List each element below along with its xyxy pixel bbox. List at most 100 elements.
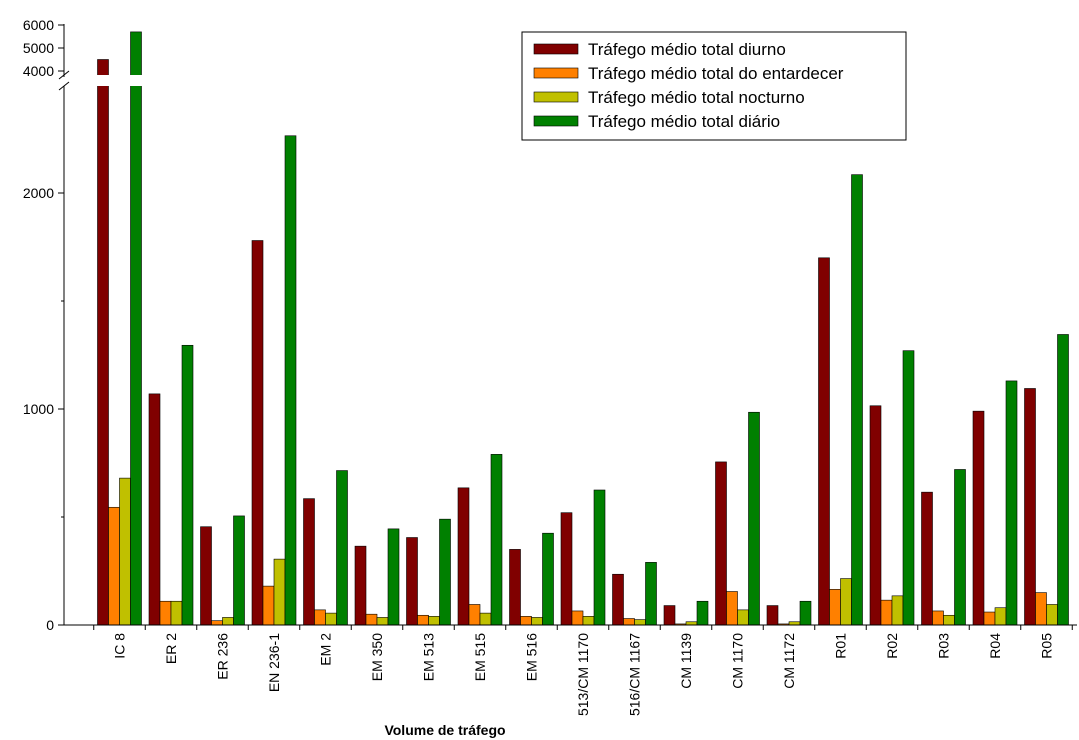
bar-er-236-series-0: [200, 526, 212, 626]
bar-er-236-series-3: [233, 515, 245, 626]
bar-em-515-series-3: [490, 454, 503, 626]
category-label: R01: [833, 633, 849, 659]
bar-cm-1139-series-0: [663, 605, 676, 626]
bar-er-2-series-2: [170, 600, 183, 626]
bar-cm-1172-series-3: [799, 600, 812, 626]
category-label: R02: [884, 633, 900, 659]
legend-swatch: [533, 67, 579, 79]
bar-en-236-1-series-1: [262, 585, 275, 626]
bar-r01-series-1: [829, 589, 841, 626]
y-tick-label: 6000: [23, 17, 54, 33]
legend: Tráfego médio total diurno Tráfego médio …: [521, 31, 907, 141]
bar-cm-1139-series-3: [696, 600, 709, 626]
legend-box: [521, 31, 907, 141]
bar-ic-8-series-1: [108, 506, 120, 626]
bar-em-515-series-1: [468, 604, 481, 626]
legend-label: Tráfego médio total do entardecer: [588, 64, 844, 83]
bars-group: [97, 31, 1069, 626]
bar-er-2-series-1: [159, 600, 172, 626]
bar-513-cm-1170-series-2: [582, 616, 595, 626]
bar-em-350-series-3: [387, 528, 400, 626]
legend-swatch: [533, 115, 579, 127]
bar-em-513-series-0: [406, 537, 418, 626]
category-label: CM 1139: [678, 633, 694, 689]
bar-em-350-series-1: [365, 613, 378, 626]
y-tick-label: 1000: [23, 401, 54, 417]
axis-break-slash: [58, 70, 70, 80]
category-label: CM 1172: [781, 633, 797, 689]
bar-r02-series-0: [869, 405, 882, 626]
bar-em-516-series-3: [542, 532, 554, 626]
bar-513-cm-1170-series-3: [593, 489, 606, 626]
bar-r03-series-1: [932, 610, 944, 626]
bar-r04-series-3: [1005, 380, 1018, 626]
x-axis-title: Volume de tráfego: [384, 722, 505, 738]
legend-label: Tráfego médio total nocturno: [588, 88, 805, 107]
category-label: EM 513: [421, 633, 437, 681]
bar-er-236-series-2: [222, 617, 234, 626]
bar-513-cm-1170-series-1: [571, 610, 584, 626]
bar-en-236-1-series-0: [251, 240, 264, 626]
bar-em-2-series-0: [303, 498, 315, 626]
bar-r01-series-3: [851, 174, 863, 626]
bar-r03-series-2: [943, 614, 955, 626]
bar-em-516-series-1: [520, 616, 532, 626]
bar-em-513-series-2: [428, 616, 440, 626]
bar-em-516-series-0: [509, 549, 521, 626]
category-label: 516/CM 1167: [627, 633, 643, 716]
bar-em-515-series-2: [479, 612, 492, 626]
y-tick-label: 2000: [23, 185, 54, 201]
bar-r02-series-1: [880, 599, 893, 626]
category-label: EM 516: [524, 633, 540, 681]
bar-cm-1170-series-3: [748, 411, 760, 626]
bar-516-cm-1167-series-1: [623, 618, 635, 626]
category-label: IC 8: [112, 633, 128, 659]
category-label: R05: [1039, 633, 1055, 659]
category-label: EM 350: [369, 633, 385, 681]
bar-em-2-series-1: [314, 609, 326, 626]
bar-em-350-series-0: [354, 545, 367, 626]
y-tick-label: 0: [46, 617, 54, 633]
bar-r02-series-3: [902, 350, 915, 626]
category-label: 513/CM 1170: [575, 633, 591, 716]
category-label: ER 2: [163, 633, 179, 664]
bar-er-2-series-0: [148, 393, 161, 626]
bar-cm-1170-series-0: [715, 461, 727, 626]
bar-en-236-1-series-2: [273, 558, 286, 626]
bar-r04-series-1: [983, 611, 996, 626]
category-label: EM 2: [318, 633, 334, 666]
category-label: EN 236-1: [266, 633, 282, 692]
bar-r05-series-3: [1057, 334, 1069, 626]
bar-em-516-series-2: [531, 617, 543, 626]
bar-cm-1170-series-2: [737, 609, 749, 626]
bar-em-350-series-2: [376, 617, 389, 626]
category-label: EM 515: [472, 633, 488, 681]
bar-er-236-series-1: [211, 620, 223, 626]
bar-r04-series-2: [994, 607, 1007, 626]
bar-er-2-series-3: [181, 344, 194, 626]
bar-r03-series-3: [954, 469, 966, 626]
bar-em-513-series-1: [417, 614, 429, 626]
bar-em-2-series-2: [325, 612, 337, 626]
y-tick-label: 4000: [23, 63, 54, 79]
bar-en-236-1-series-3: [284, 135, 297, 626]
bar-r05-series-2: [1046, 604, 1058, 626]
category-label: R03: [936, 633, 952, 659]
legend-label: Tráfego médio total diário: [588, 112, 780, 131]
bar-r03-series-0: [921, 491, 933, 626]
bar-r02-series-2: [891, 595, 904, 626]
bar-ic-8-series-2: [119, 477, 131, 626]
legend-label: Tráfego médio total diurno: [588, 40, 786, 59]
bar-516-cm-1167-series-3: [645, 562, 657, 626]
bar-r05-series-0: [1024, 388, 1036, 626]
y-tick-label: 5000: [23, 40, 54, 56]
bar-r04-series-0: [972, 410, 985, 626]
legend-swatch: [533, 43, 579, 55]
axis-break-slash: [58, 81, 70, 91]
legend-swatch: [533, 91, 579, 103]
bar-em-515-series-0: [457, 487, 470, 626]
bar-r01-series-2: [840, 578, 852, 626]
bar-r05-series-1: [1035, 592, 1047, 626]
bar-ic-8-series-0: [97, 59, 109, 626]
